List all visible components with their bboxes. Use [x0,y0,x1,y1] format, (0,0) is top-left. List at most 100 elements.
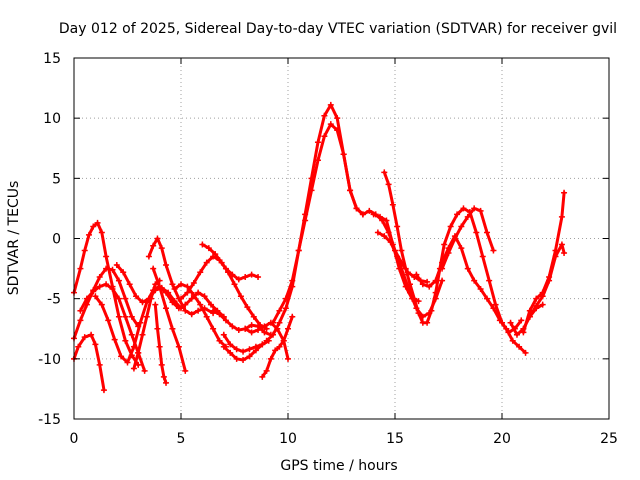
data-point [419,281,426,288]
data-point [184,283,191,290]
data-point [460,205,467,212]
data-point [522,349,529,356]
y-tick-label: 15 [43,51,61,67]
data-point [182,307,189,314]
data-point [216,337,223,344]
data-point [227,349,234,356]
data-point [270,319,277,326]
data-point [137,319,144,326]
data-point [182,301,189,308]
data-point [248,329,255,336]
data-point [366,207,373,214]
data-point [413,271,420,278]
data-point [314,157,321,164]
data-point [471,205,478,212]
data-point [458,245,465,252]
data-point [203,313,210,320]
data-point [419,313,426,320]
data-point [210,307,217,314]
data-point [160,373,167,380]
data-point [188,311,195,318]
data-point [135,349,142,356]
data-point [486,277,493,284]
data-point [267,355,274,362]
series-track-04 [77,281,148,374]
data-point [261,323,268,330]
data-point [526,313,533,320]
data-point [154,325,161,332]
data-point [426,283,433,290]
data-point [561,249,568,256]
y-tick-label: -15 [38,412,61,428]
data-point [409,295,416,302]
data-point [96,361,103,368]
data-point [546,277,553,284]
data-point [402,283,409,290]
data-series [71,101,568,394]
data-point [464,265,471,272]
series-track-17 [220,331,272,355]
data-point [327,101,334,108]
data-point [244,304,251,311]
series-line [414,234,527,355]
data-point [184,289,191,296]
data-point [374,229,381,236]
data-point [98,229,105,236]
data-point [139,299,146,306]
data-point [152,301,159,308]
data-point [539,293,546,300]
chart-title: Day 012 of 2025, Sidereal Day-to-day VTE… [59,21,617,37]
data-point [246,353,253,360]
data-point [156,343,163,350]
data-point [122,337,129,344]
data-point [263,367,270,374]
data-point [558,213,565,220]
data-point [190,292,197,299]
data-point [207,301,214,308]
data-point [169,281,176,288]
data-point [171,286,178,293]
data-point [218,259,225,266]
x-tick-label: 20 [493,431,511,447]
data-point [163,379,170,386]
data-point [454,211,461,218]
data-point [302,217,309,224]
data-point [289,313,296,320]
data-point [334,127,341,134]
x-tick-label: 10 [279,431,297,447]
data-point [115,313,122,320]
data-point [246,346,253,353]
data-point [77,317,84,324]
data-point [182,367,189,374]
data-point [250,313,257,320]
data-point [201,293,208,300]
data-point [231,281,238,288]
data-point [314,139,321,146]
data-point [280,337,287,344]
data-point [285,355,291,362]
data-point [558,241,565,248]
data-point [141,367,148,374]
data-point [552,253,559,260]
data-point [539,301,546,308]
data-point [381,233,388,240]
data-point [389,201,396,208]
y-tick-label: -5 [47,292,61,308]
data-point [126,281,133,288]
data-point [261,329,268,336]
data-point [477,286,484,293]
data-point [169,299,176,306]
data-point [518,317,525,324]
data-point [109,286,116,293]
data-point [220,343,227,350]
data-point [163,261,170,268]
data-point [113,261,120,268]
data-point [203,259,210,266]
data-point [100,387,107,394]
data-point [240,348,247,355]
data-point [255,326,262,333]
data-point [445,249,452,256]
data-point [432,295,439,302]
data-point [225,269,232,276]
